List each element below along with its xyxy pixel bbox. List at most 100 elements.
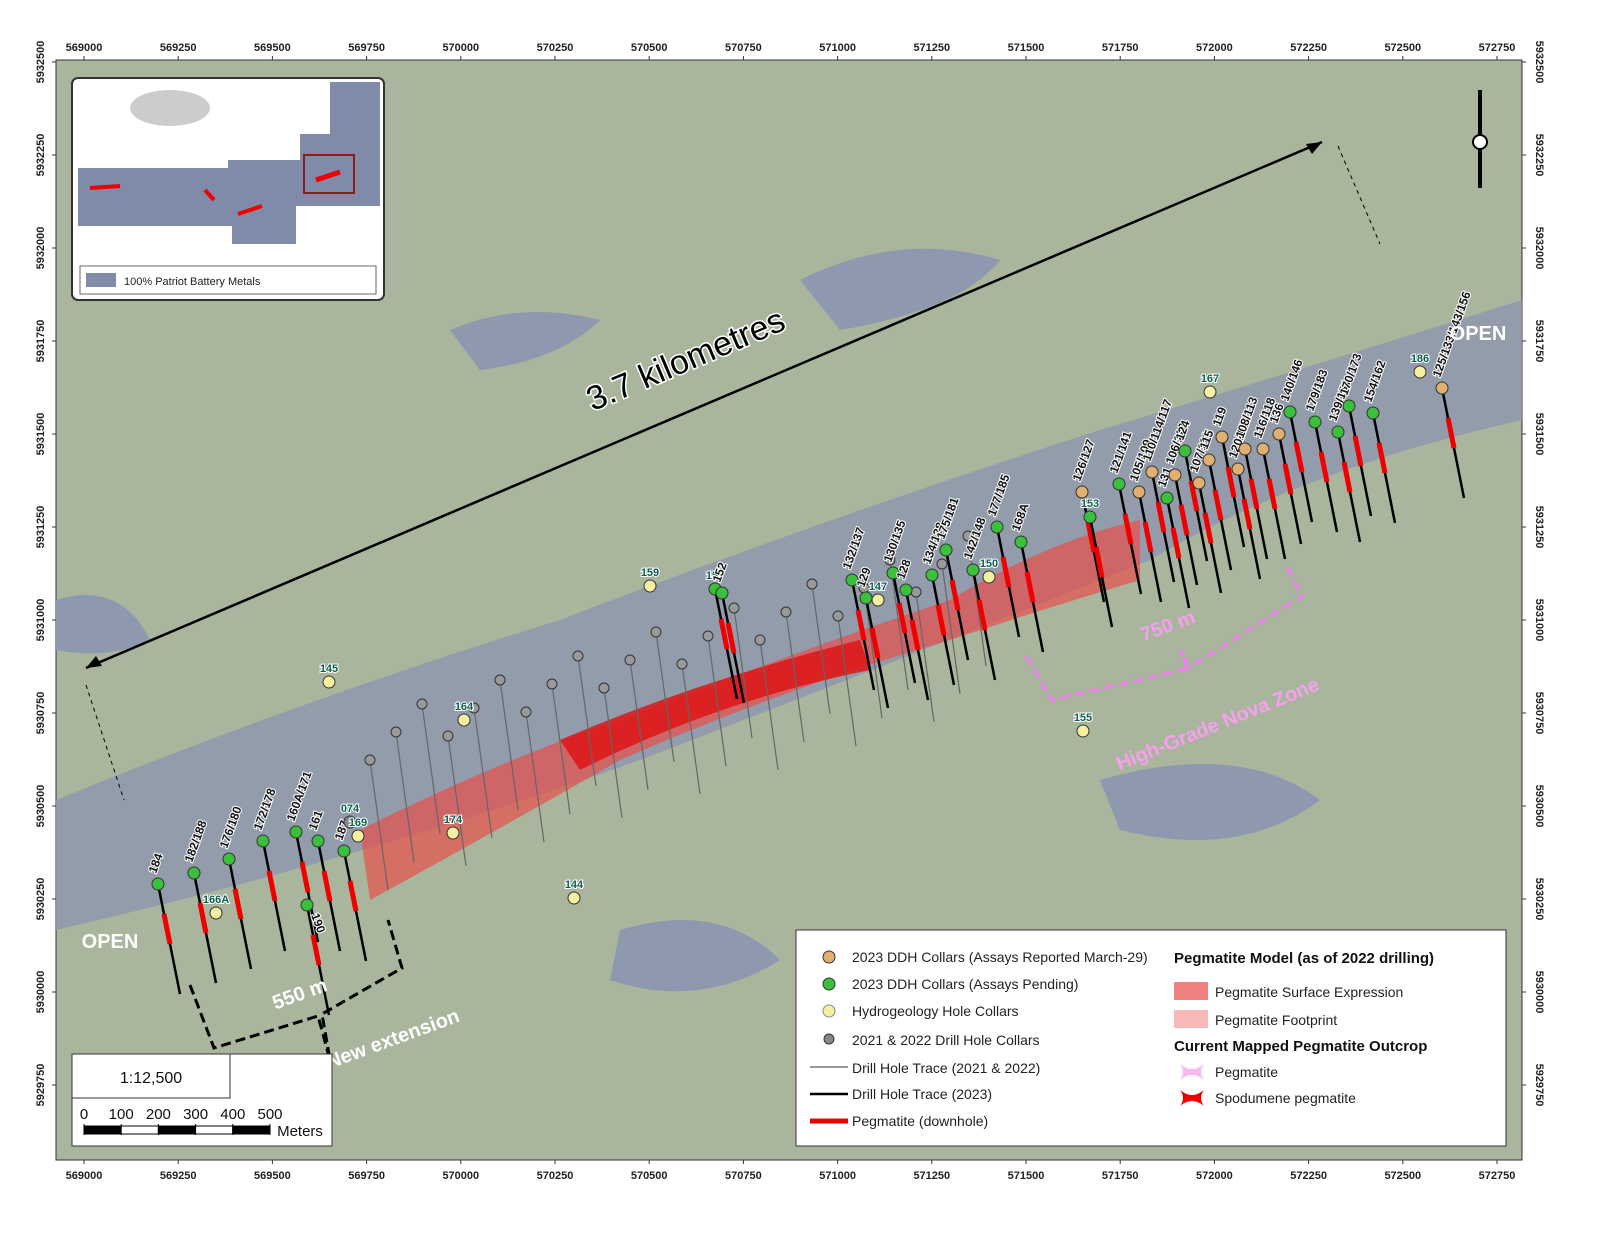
downhole-pegmatite <box>976 599 988 631</box>
easting-label: 571250 <box>913 42 950 54</box>
old-trace <box>551 683 571 815</box>
pegmatite-surface <box>360 520 1140 900</box>
inset-extent <box>303 154 355 194</box>
old-trace <box>603 687 623 819</box>
easting-label: 571000 <box>819 42 856 54</box>
old-trace <box>473 707 493 839</box>
downhole-pegmatite <box>1000 556 1012 588</box>
collar <box>886 566 900 580</box>
northing-label: 5931500 <box>35 413 47 456</box>
downhole-pegmatite <box>1085 521 1097 553</box>
easting-label: 571250 <box>913 1170 950 1182</box>
hole-label: 147 <box>869 581 887 593</box>
old-collar <box>494 674 506 686</box>
scale-bar: 1:12,500 Meters 0 100 200 300 400 500 <box>71 1053 333 1147</box>
easting-label: 572750 <box>1479 42 1516 54</box>
legend-label: Spodumene pegmatite <box>1215 1090 1356 1106</box>
downhole-pegmatite <box>1212 489 1224 521</box>
collar <box>1331 425 1345 439</box>
collar <box>256 834 270 848</box>
downhole-pegmatite <box>1445 417 1457 449</box>
downhole-pegmatite <box>347 880 359 912</box>
drill-traces <box>156 387 1466 1016</box>
collar <box>222 852 236 866</box>
legend: 2023 DDH Collars (Assays Reported March-… <box>795 929 1507 1147</box>
collar <box>567 891 581 905</box>
downhole-pegmatite <box>266 870 278 902</box>
old-collar <box>962 530 974 542</box>
collar <box>1075 485 1089 499</box>
lake <box>610 920 780 992</box>
legend-label: Pegmatite Footprint <box>1215 1012 1337 1028</box>
legend-label: Drill Hole Trace (2023) <box>852 1086 992 1102</box>
legend-label: 2023 DDH Collars (Assays Pending) <box>852 976 1078 992</box>
hole-label: 155 <box>1074 712 1092 724</box>
downhole-pegmatite <box>1341 461 1353 493</box>
old-trace <box>915 591 935 723</box>
collar <box>1014 535 1028 549</box>
collar <box>939 543 953 557</box>
collar <box>966 563 980 577</box>
open-label: OPEN <box>82 931 139 953</box>
hole-label: 145 <box>320 663 338 675</box>
legend-label: Hydrogeology Hole Collars <box>852 1003 1019 1019</box>
inset-legend-label: 100% Patriot Battery Metals <box>124 276 261 288</box>
collar <box>1168 468 1182 482</box>
old-trace <box>941 563 961 695</box>
old-trace <box>447 735 467 867</box>
old-collar <box>676 658 688 670</box>
old-trace <box>577 655 597 787</box>
collar <box>343 815 357 829</box>
hole-label: 159 <box>641 567 659 579</box>
old-trace <box>811 583 831 715</box>
collar <box>845 573 859 587</box>
legend-symbol <box>1174 982 1208 1000</box>
hole-label: 074 <box>341 803 360 815</box>
downhole-pegmatite <box>896 602 908 634</box>
scale-segment <box>232 1125 271 1135</box>
old-collar <box>468 702 480 714</box>
old-collar <box>650 626 662 638</box>
collar <box>1202 453 1216 467</box>
hole-label: 144 <box>565 879 584 891</box>
northing-label: 5930500 <box>1533 785 1545 828</box>
easting-label: 571500 <box>1008 1170 1045 1182</box>
collar <box>899 583 913 597</box>
collar <box>1231 462 1245 476</box>
legend-symbol <box>822 1004 836 1018</box>
downhole-pegmatite <box>1122 513 1134 545</box>
downhole-pegmatite <box>1178 504 1190 536</box>
old-collar <box>702 630 714 642</box>
old-collar <box>936 558 948 570</box>
collar <box>289 825 303 839</box>
lake <box>56 595 150 654</box>
inset-pegmatite <box>89 184 263 216</box>
collar <box>1112 477 1126 491</box>
collar <box>337 844 351 858</box>
northing-label: 5929750 <box>1533 1064 1545 1107</box>
old-trace <box>421 703 441 835</box>
easting-label: 569000 <box>66 42 103 54</box>
collar <box>1132 485 1146 499</box>
northing-label: 5930750 <box>1533 692 1545 735</box>
hole-label: 161 <box>306 808 326 832</box>
inset-map: 100% Patriot Battery Metals <box>71 77 385 301</box>
legend-symbol <box>1180 1090 1204 1106</box>
legend-symbol <box>1174 1010 1208 1028</box>
legend-label: 2021 & 2022 Drill Hole Collars <box>852 1032 1040 1048</box>
northing-label: 5931000 <box>35 599 47 642</box>
old-collar <box>832 610 844 622</box>
easting-label: 572250 <box>1290 1170 1327 1182</box>
hole-label: 150 <box>980 558 998 570</box>
downhole-pegmatite <box>725 622 737 654</box>
legend-label: Drill Hole Trace (2021 & 2022) <box>852 1060 1040 1076</box>
lake <box>450 312 600 370</box>
collar <box>1272 427 1286 441</box>
old-collar <box>624 654 636 666</box>
dash-line <box>1337 145 1381 245</box>
legend-label: Pegmatite <box>1215 1064 1278 1080</box>
old-collar <box>728 602 740 614</box>
collar <box>1283 405 1297 419</box>
collar <box>1192 476 1206 490</box>
downhole-pegmatite <box>1248 478 1260 510</box>
